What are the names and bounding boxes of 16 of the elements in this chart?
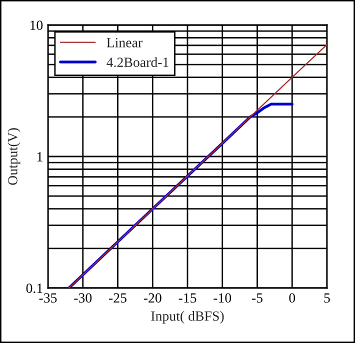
y-tick-label: 0.1 (26, 284, 42, 294)
x-axis-title: Input( dBFS) (151, 311, 224, 324)
legend-label: Linear (106, 38, 142, 48)
x-tick-label: -5 (252, 293, 262, 303)
x-tick-label: -15 (178, 293, 196, 303)
y-axis-title: Output(V) (8, 128, 20, 185)
x-tick-label: -30 (74, 293, 92, 303)
x-tick-label: -10 (214, 293, 232, 303)
x-tick-label: -25 (109, 293, 126, 303)
y-tick-label: 10 (30, 20, 43, 30)
x-tick-label: 5 (324, 293, 330, 303)
x-tick-label: 0 (289, 293, 296, 303)
x-tick-label: -35 (39, 293, 57, 303)
x-tick-label: -20 (144, 293, 162, 303)
y-tick-label: 1 (37, 152, 42, 162)
legend-label: 4.2Board-1 (106, 57, 168, 68)
